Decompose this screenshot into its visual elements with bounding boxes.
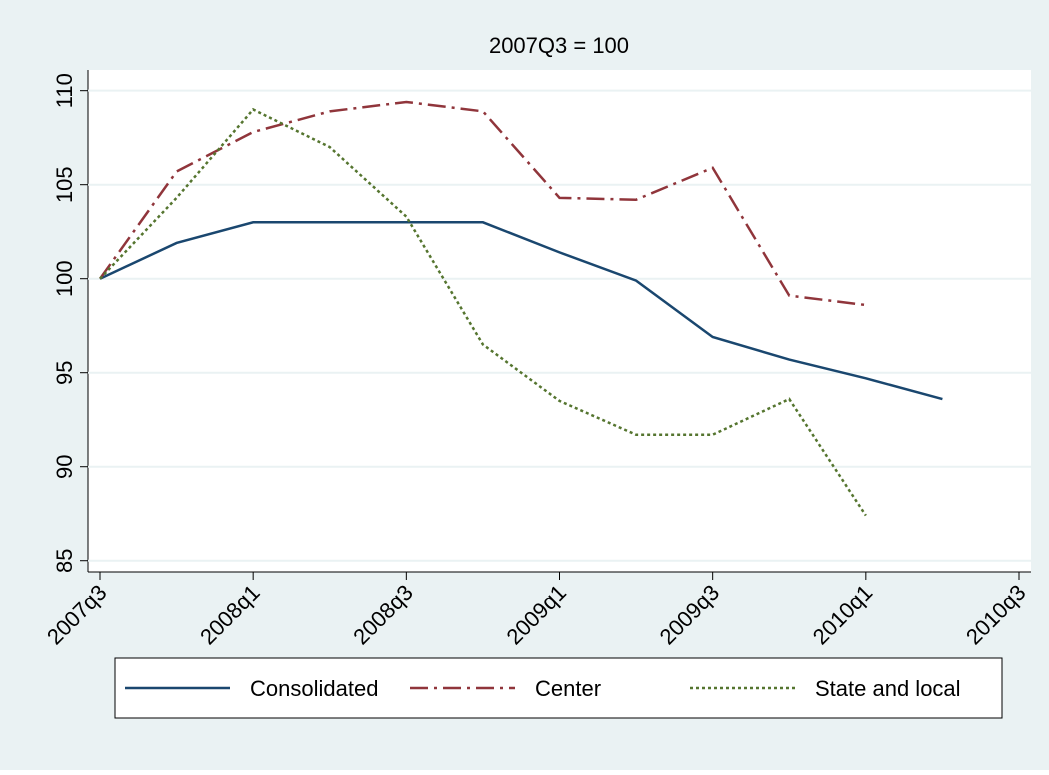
y-tick-label: 110 — [52, 73, 77, 108]
y-tick-label: 95 — [52, 360, 77, 384]
legend-label: State and local — [815, 676, 961, 701]
y-tick-label: 90 — [52, 454, 77, 478]
chart-title: 2007Q3 = 100 — [489, 33, 629, 58]
series-line — [99, 107, 867, 517]
legend-box — [114, 657, 1003, 719]
y-tick-label: 100 — [52, 260, 77, 297]
y-tick-label: 85 — [52, 548, 77, 572]
series-line — [98, 100, 866, 307]
legend-label: Center — [535, 676, 601, 701]
plot-area — [88, 70, 1031, 572]
legend-label: Consolidated — [250, 676, 378, 701]
series-line — [99, 221, 943, 401]
y-tick-label: 105 — [52, 166, 77, 203]
